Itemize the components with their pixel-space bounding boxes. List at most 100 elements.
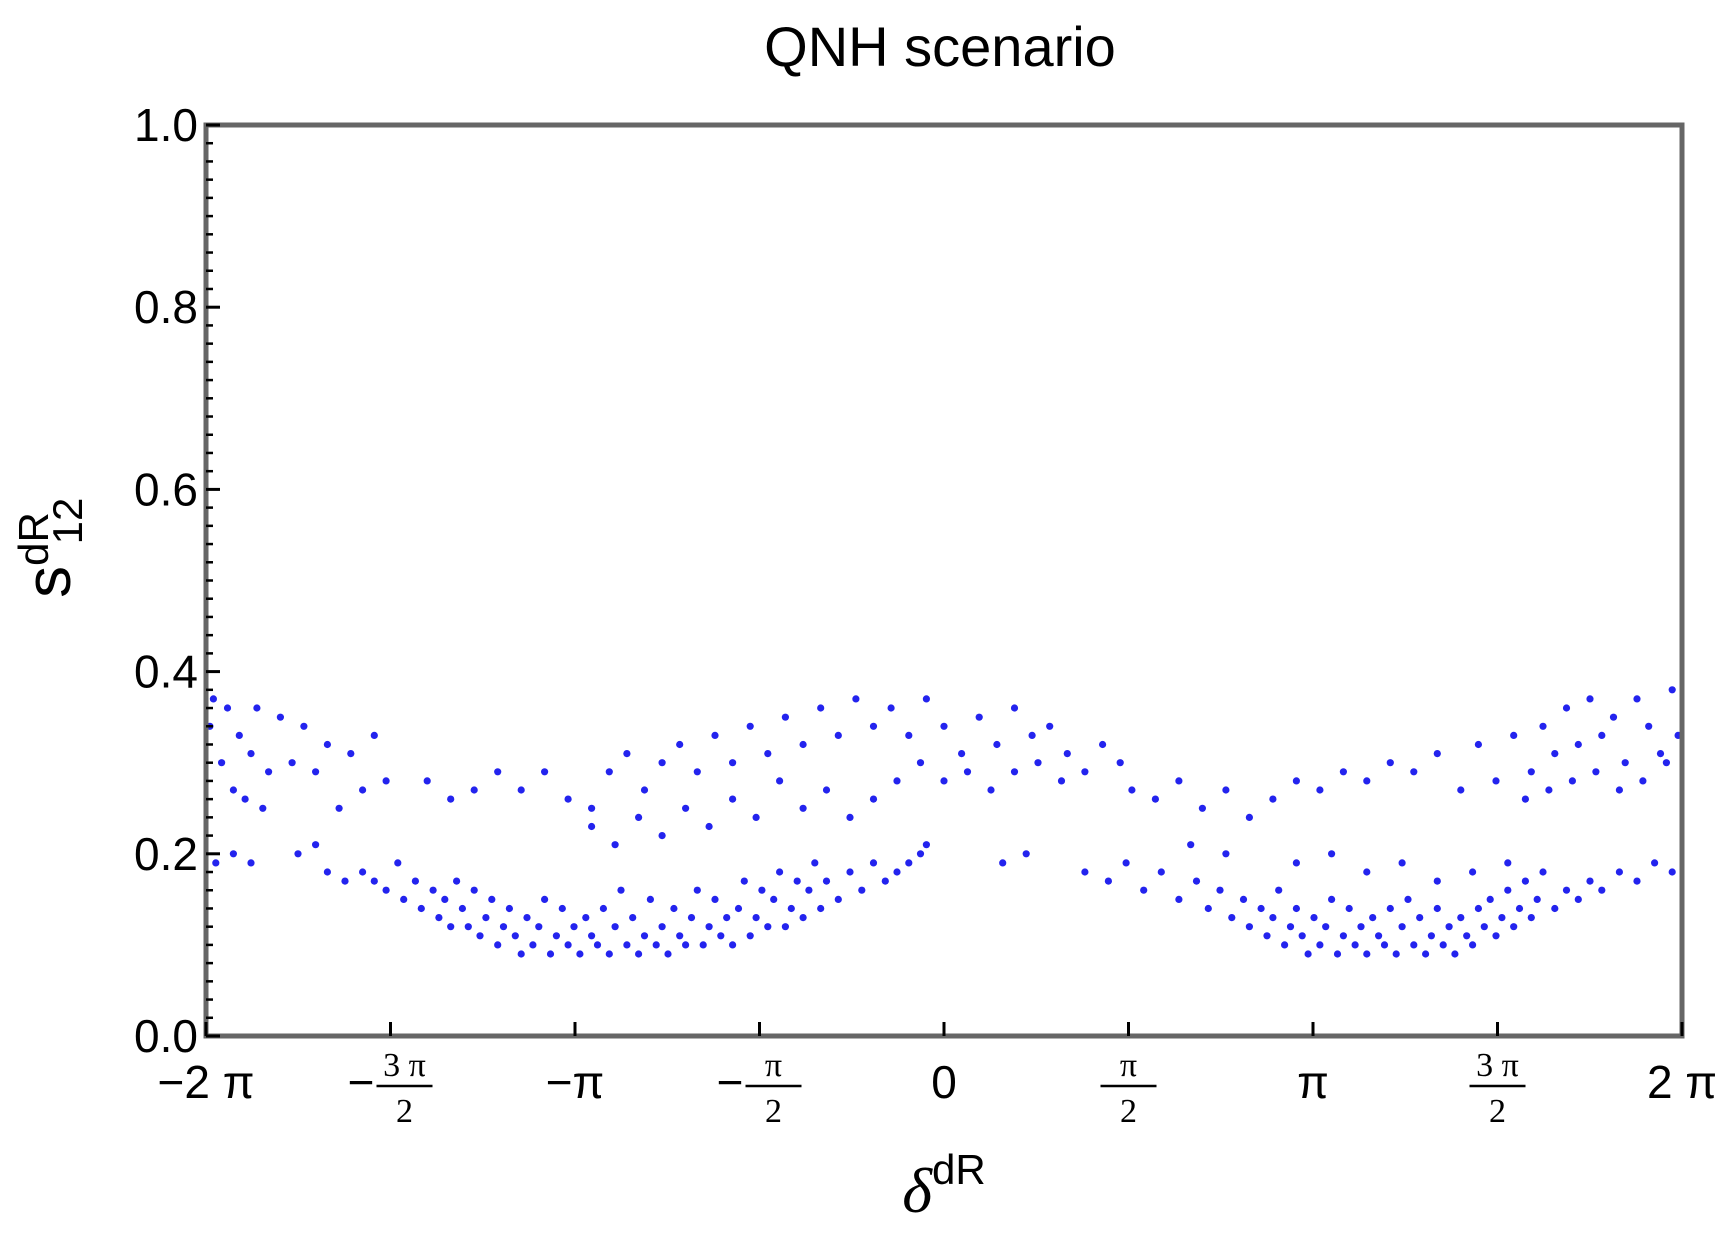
data-point xyxy=(611,841,619,849)
data-point xyxy=(417,904,425,913)
data-point xyxy=(1422,950,1430,958)
data-point xyxy=(1633,877,1641,885)
y-axis: 0.0 0.2 0.4 0.6 0.8 1.0 xyxy=(134,99,220,1062)
data-point xyxy=(717,932,725,940)
data-point xyxy=(247,859,255,867)
data-point xyxy=(564,941,572,949)
data-point xyxy=(288,759,296,767)
data-point xyxy=(963,768,972,776)
data-point xyxy=(699,941,707,949)
x-tick-label: 2 π xyxy=(1647,1056,1717,1108)
data-point xyxy=(294,850,302,858)
data-point xyxy=(1551,904,1559,913)
data-point xyxy=(999,859,1007,867)
x-tick-label-numerator: 3 π xyxy=(383,1047,426,1084)
data-point xyxy=(652,941,660,949)
data-point xyxy=(1257,904,1265,913)
data-point xyxy=(453,877,461,885)
data-point xyxy=(635,950,643,958)
data-point xyxy=(676,740,684,749)
data-point xyxy=(1216,886,1224,894)
data-point xyxy=(1063,750,1071,758)
x-tick-label-denominator: 2 xyxy=(396,1093,413,1130)
data-point xyxy=(787,904,795,913)
data-point xyxy=(229,786,237,794)
data-point xyxy=(1662,759,1670,767)
data-point xyxy=(1562,886,1571,894)
data-point xyxy=(1151,795,1159,803)
data-point xyxy=(1615,868,1623,876)
data-point xyxy=(1157,868,1165,876)
data-point xyxy=(1104,877,1112,885)
data-point xyxy=(776,868,784,876)
data-point xyxy=(1539,722,1547,730)
data-point xyxy=(1010,704,1019,712)
data-point xyxy=(723,914,731,922)
data-point xyxy=(605,950,613,958)
data-point xyxy=(846,868,854,876)
data-point xyxy=(1615,786,1623,794)
data-point xyxy=(435,914,443,922)
data-point xyxy=(523,914,531,922)
data-point xyxy=(212,859,220,867)
data-point xyxy=(869,722,878,730)
data-point xyxy=(1028,731,1036,740)
data-point xyxy=(312,841,320,849)
data-point xyxy=(1645,722,1653,730)
data-point xyxy=(1363,868,1371,876)
data-point xyxy=(494,768,502,776)
data-point xyxy=(470,786,478,794)
data-point xyxy=(1333,950,1342,958)
data-point xyxy=(1175,777,1183,785)
data-point xyxy=(488,895,496,904)
data-point xyxy=(776,777,784,785)
data-point xyxy=(1363,777,1371,785)
data-point xyxy=(1187,841,1195,849)
data-point xyxy=(940,722,948,730)
y-axis-label-sub: 12 xyxy=(44,498,91,545)
data-point xyxy=(729,759,737,767)
data-point xyxy=(1286,923,1295,931)
data-point xyxy=(505,904,513,913)
data-point xyxy=(1504,886,1512,894)
data-point xyxy=(746,932,754,940)
data-point xyxy=(1175,895,1183,904)
data-point xyxy=(1521,795,1529,803)
data-point xyxy=(259,804,267,812)
data-point xyxy=(1369,914,1377,922)
data-point xyxy=(441,895,449,904)
data-point xyxy=(881,877,889,885)
data-point xyxy=(1386,759,1394,767)
data-point xyxy=(370,877,378,885)
x-tick-label: − xyxy=(717,1056,744,1108)
data-point xyxy=(1099,740,1107,749)
data-point xyxy=(529,941,537,949)
data-point xyxy=(1639,777,1647,785)
y-axis-label-base: s xyxy=(12,566,84,598)
data-point xyxy=(1586,695,1594,703)
data-point xyxy=(541,768,549,776)
data-point xyxy=(1539,868,1547,876)
data-point xyxy=(599,904,608,913)
data-point xyxy=(811,859,819,867)
data-point xyxy=(1245,923,1253,931)
data-point xyxy=(335,804,343,812)
x-tick-label: − xyxy=(348,1056,375,1108)
data-point xyxy=(817,904,825,913)
data-point xyxy=(752,813,760,822)
data-point xyxy=(1469,868,1477,876)
data-point xyxy=(1328,895,1336,904)
data-point xyxy=(752,914,760,922)
x-axis-label-base: δ xyxy=(902,1155,933,1226)
data-point xyxy=(682,804,690,812)
data-point xyxy=(605,768,613,776)
data-point xyxy=(1392,950,1400,958)
data-point xyxy=(1457,786,1465,794)
data-point xyxy=(1222,786,1230,794)
data-point xyxy=(517,786,525,794)
data-point xyxy=(640,786,649,794)
data-point xyxy=(1057,777,1066,785)
data-point xyxy=(1410,941,1418,949)
data-point xyxy=(265,768,273,776)
data-point xyxy=(1292,859,1300,867)
